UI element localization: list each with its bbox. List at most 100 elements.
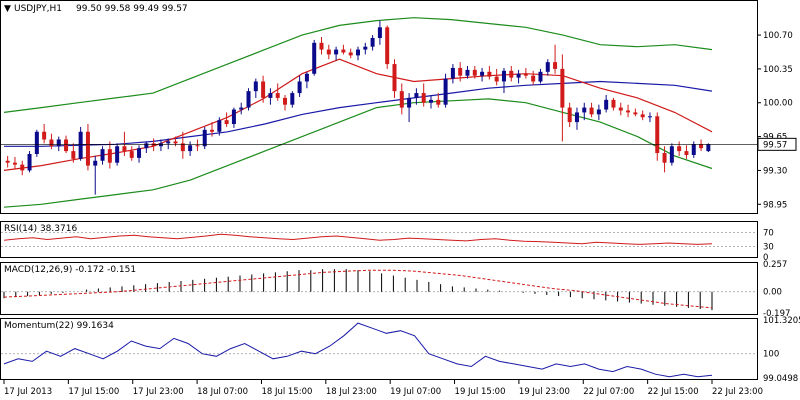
candle-body [647,116,652,118]
axis-labels: 100.70 100.35 100.00 99.65 99.30 98.95 99.57 17… [3,31,797,397]
candle-body [509,70,514,78]
time-axis-label: 17 Jul 23:00 [133,387,184,397]
candle-body [538,71,543,82]
moving-average-fast-line [3,58,713,171]
candle-body [20,164,25,171]
time-axis-label: 17 Jul 2013 [4,387,52,397]
candle-body [655,116,660,154]
candle-body [699,144,704,149]
macd-signal-line [3,269,713,309]
candle-body [137,148,142,158]
candle-body [78,131,83,159]
candle-body [312,42,317,74]
macd-panel[interactable] [0,262,758,315]
candle-body [224,120,229,125]
candle-body [377,27,382,38]
candle-body [596,109,601,115]
candle-body [443,78,448,105]
price-axis-tick: 100.00 [763,99,793,109]
candle-body [290,93,295,105]
candle-body [574,112,579,123]
price-axis-tick: 99.65 [763,133,787,143]
price-axis-tick: 100.35 [763,65,793,75]
time-axis-label: 19 Jul 23:00 [519,387,570,397]
candle-body [363,46,368,50]
candle-body [567,107,572,123]
momentum-axis-tick: 101.3205 [763,316,800,326]
candle-body [633,112,638,115]
candle-body [173,141,178,144]
candle-body [560,68,565,108]
momentum-axis-tick: 100 [763,350,779,360]
moving-average-slow-line [4,80,713,147]
time-axis-label: 18 Jul 07:00 [197,387,248,397]
time-axis-label: 19 Jul 07:00 [390,387,441,397]
candle-body [261,81,266,98]
candle-body [5,160,10,163]
candle-body [618,107,623,111]
time-axis-label: 18 Jul 23:00 [326,387,377,397]
candle-body [436,99,441,105]
candle-body [458,67,463,76]
macd-axis-tick: 0.257 [763,260,787,270]
candle-body [626,110,631,113]
rsi-panel[interactable] [0,221,758,258]
candle-body [348,52,353,56]
time-axis-label: 22 Jul 07:00 [583,387,634,397]
time-axis-label: 19 Jul 15:00 [455,387,506,397]
momentum-plot: 101.3205 100 99.0498 [1,316,800,384]
candle-body [217,120,222,132]
candle-body [341,49,346,53]
candle-body [239,107,244,110]
time-axis-label: 18 Jul 15:00 [261,387,312,397]
candle-body [166,141,171,144]
rsi-axis-tick: 30 [763,243,774,253]
candle-body [589,107,594,115]
candle-body [304,73,309,82]
rsi-label: RSI(14) 38.3716 [4,224,77,234]
candle-body [370,37,375,47]
candle-body [480,71,485,76]
candle-body [706,144,711,152]
time-axis-label: 17 Jul 15:00 [68,387,119,397]
candle-body [34,131,39,154]
macd-axis-tick: 0.00 [763,288,782,298]
candle-body [122,146,127,152]
candle-body [180,143,185,152]
rsi-axis-tick: 0 [763,253,768,263]
rsi-plot: 70 300 [1,229,774,263]
candle-body [582,107,587,113]
candle-body [246,91,251,108]
candle-body [450,67,455,79]
candle-body [662,153,667,163]
candle-body [158,143,163,147]
candle-body [421,93,426,103]
candle-body [553,62,558,69]
candle-body [640,114,645,118]
candle-body [531,75,536,82]
candle-body [151,143,156,147]
candle-body [115,146,120,163]
candle-body [326,49,331,55]
candle-body [501,70,506,82]
momentum-panel[interactable] [0,318,758,380]
candle-body [356,49,360,56]
price-axis-tick: 98.95 [763,200,787,210]
candle-body [12,162,17,165]
candle-body [428,99,433,103]
candle-body [129,151,134,158]
candle-body [545,62,550,72]
macd-label: MACD(12,26,9) -0.172 -0.151 [4,265,136,275]
candle-body [85,131,90,166]
momentum-line [3,322,713,378]
rsi-line [3,233,713,245]
candle-body [283,97,288,105]
candle-body [523,73,528,76]
chart-symbol: USDJPY,H1 [14,4,62,14]
candle-body [684,151,689,155]
candle-body [56,139,61,147]
candle-body [494,76,499,82]
candle-body [231,109,236,125]
candle-body [516,73,521,78]
